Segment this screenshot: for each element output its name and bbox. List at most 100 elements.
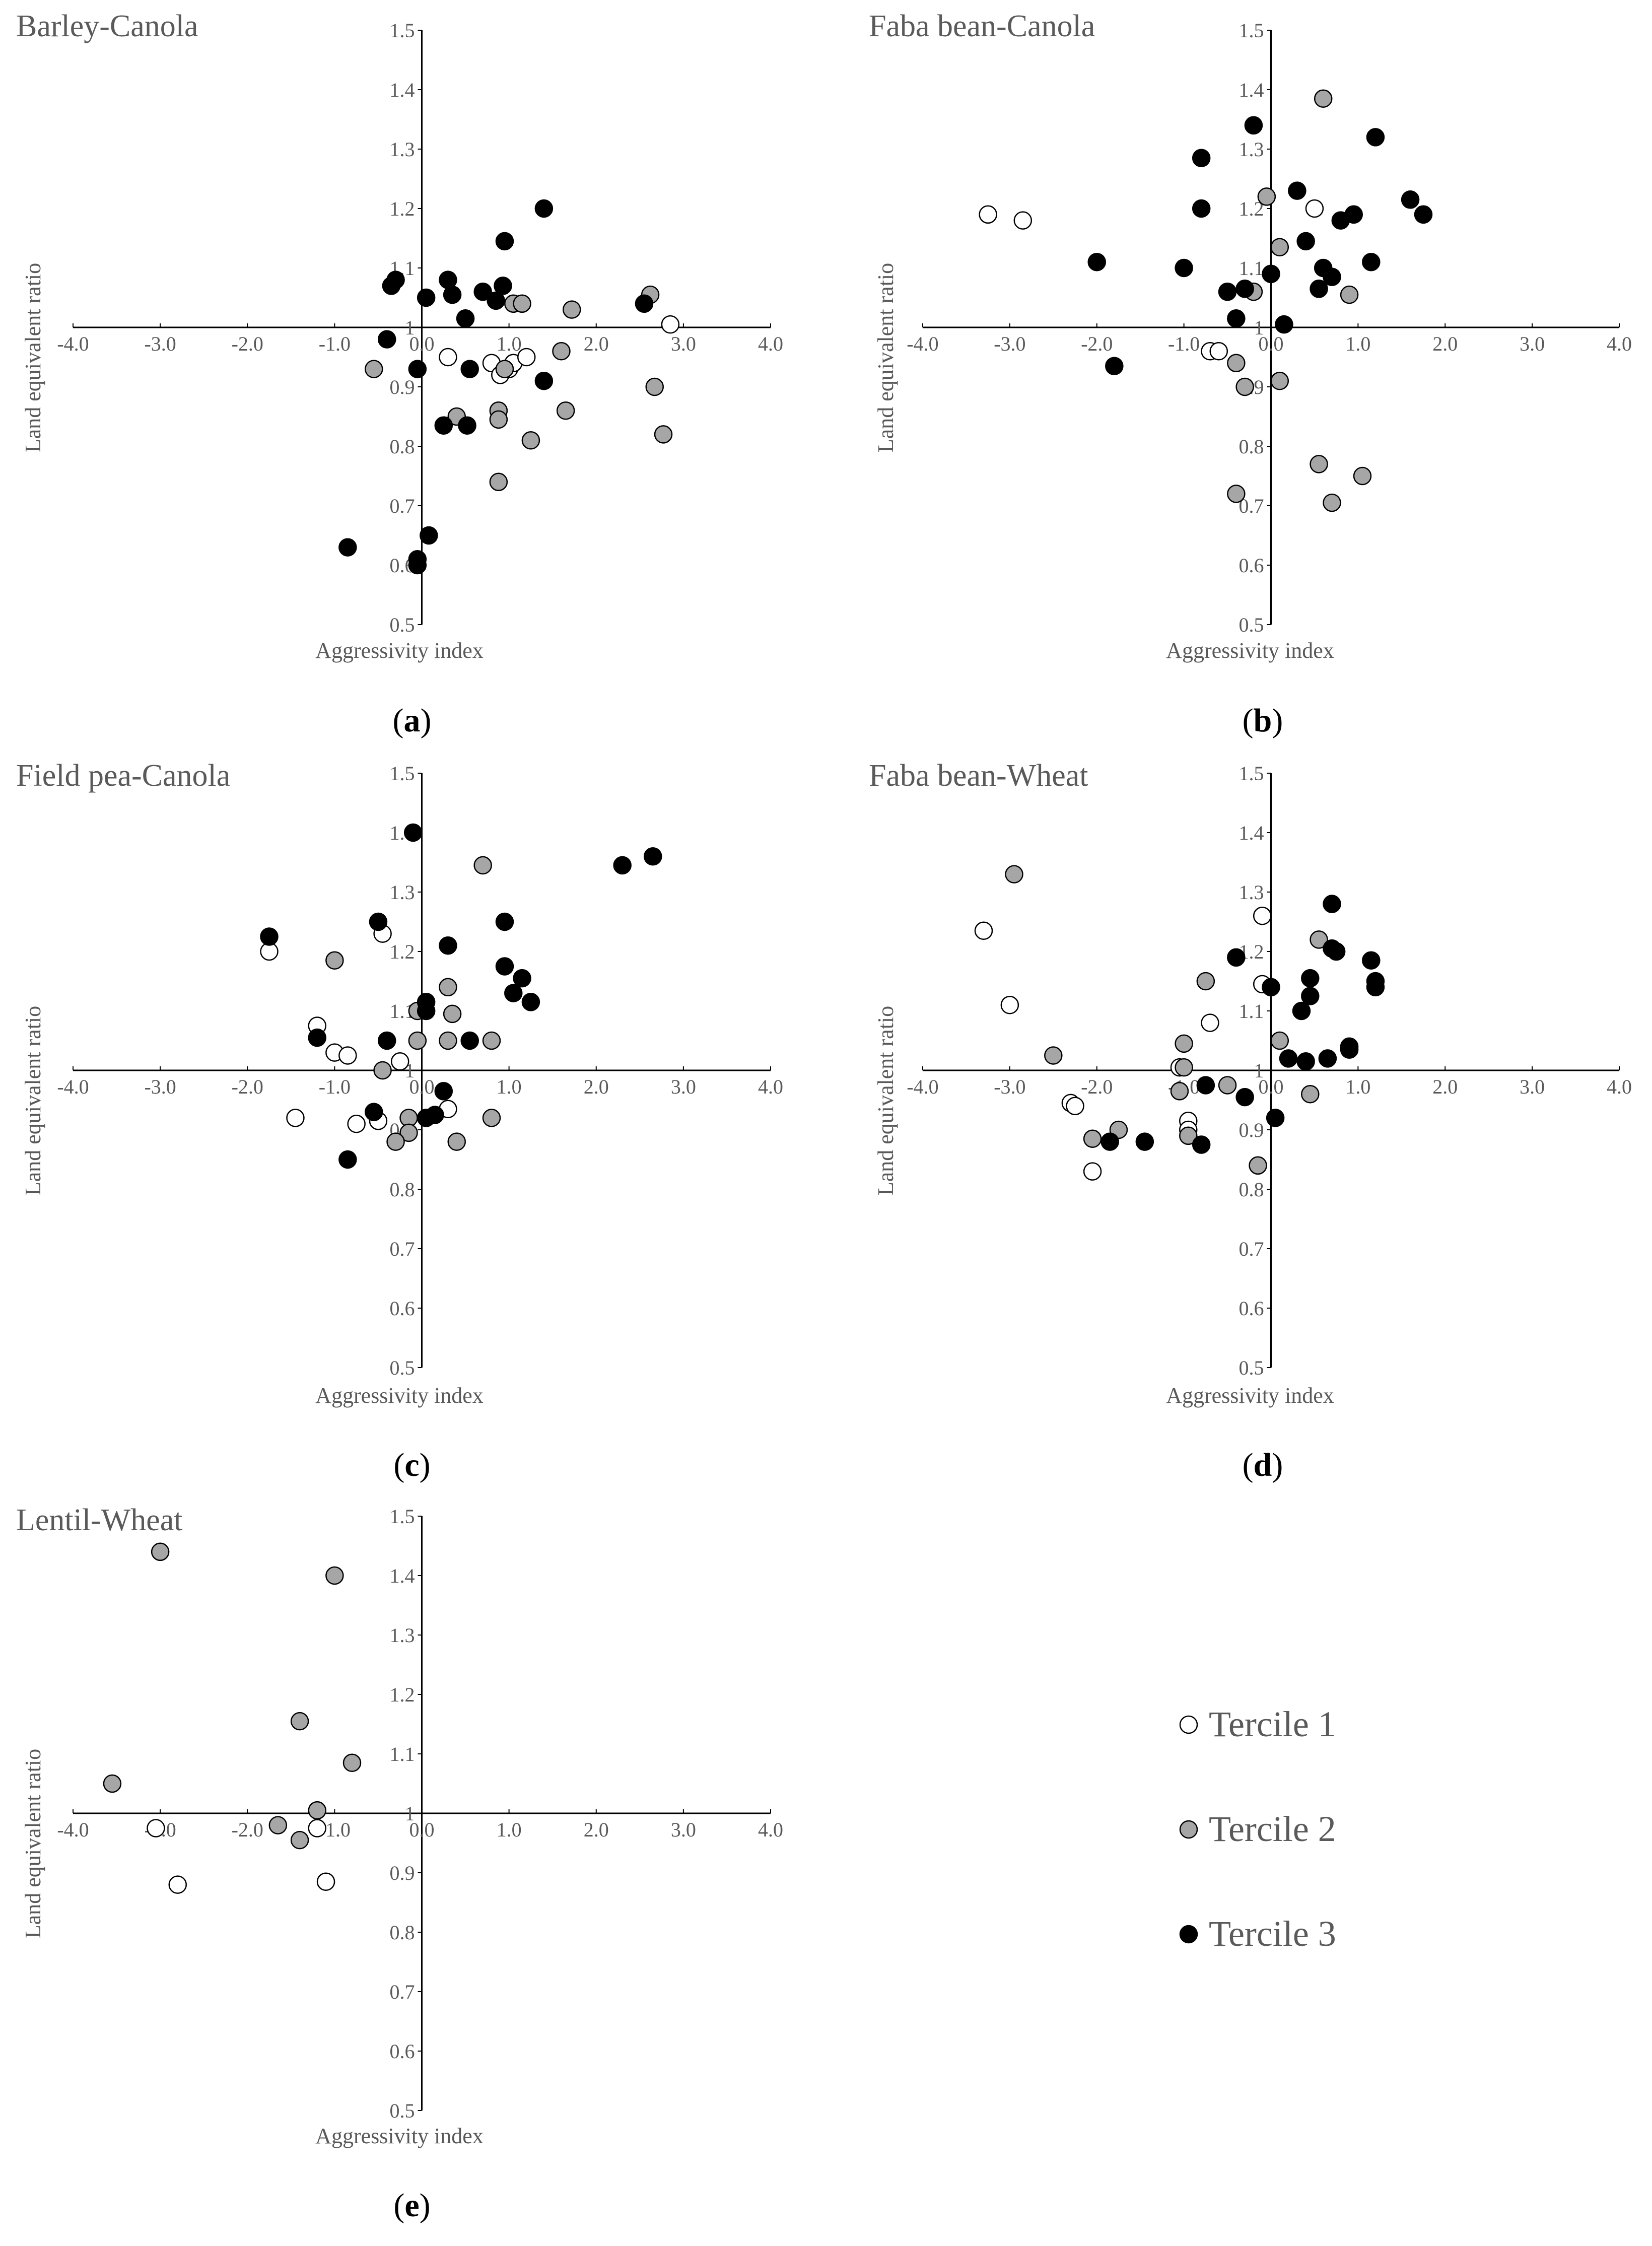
point-tercile-1: [439, 348, 457, 367]
x-tick-label: 1.0: [497, 1818, 522, 1841]
point-tercile-3: [456, 309, 475, 328]
point-tercile-2: [1179, 1126, 1198, 1145]
point-tercile-3: [487, 291, 505, 310]
point-tercile-3: [443, 285, 462, 304]
point-tercile-3: [458, 416, 476, 435]
point-tercile-3: [1235, 1087, 1254, 1107]
point-tercile-2: [1170, 1082, 1189, 1101]
y-tick-label: 1.2: [390, 940, 415, 963]
y-tick-label: 1.4: [1239, 79, 1264, 101]
x-tick-label: -4.0: [907, 332, 938, 355]
point-tercile-3: [1401, 190, 1420, 209]
x-tick-label: 0.0: [1259, 1075, 1284, 1098]
point-tercile-2: [1314, 89, 1333, 108]
point-tercile-3: [1087, 252, 1106, 271]
point-tercile-3: [1310, 280, 1328, 298]
panel-b-caption: (b): [1243, 702, 1283, 739]
panel-c-xlabel: Aggressivity index: [315, 1383, 484, 1408]
point-tercile-2: [1310, 455, 1328, 473]
point-tercile-2: [1218, 1076, 1237, 1095]
x-tick-label: -4.0: [57, 1075, 89, 1098]
point-tercile-2: [513, 294, 531, 313]
y-tick-label: 0.9: [390, 376, 415, 398]
point-tercile-2: [290, 1830, 309, 1850]
point-tercile-2: [399, 1123, 418, 1142]
x-tick-label: 4.0: [1607, 1075, 1632, 1098]
x-tick-label: 3.0: [671, 1818, 696, 1841]
panel-a-ylabel: Land equivalent ratio: [21, 263, 45, 452]
x-tick-label: -4.0: [907, 1075, 938, 1098]
panel-c-caption-letter: c: [404, 1447, 419, 1483]
y-tick-label: 1.3: [1239, 881, 1264, 904]
legend: Tercile 1 Tercile 2 Tercile 3: [1179, 1704, 1336, 1954]
point-tercile-3: [308, 1028, 326, 1047]
point-tercile-3: [417, 288, 436, 307]
point-tercile-1: [286, 1109, 305, 1127]
point-tercile-3: [260, 927, 279, 946]
y-tick-label: 0.7: [390, 1238, 415, 1260]
x-tick-label: -1.0: [319, 332, 351, 355]
point-tercile-2: [1270, 371, 1289, 390]
y-tick-label: 0.5: [1239, 614, 1264, 636]
x-tick-label: 3.0: [1520, 332, 1545, 355]
point-tercile-2: [645, 377, 664, 396]
y-tick-label: 0.7: [390, 1981, 415, 2003]
point-tercile-3: [417, 1109, 436, 1127]
panel-d: Faba bean-Wheat -4.0-3.0-2.0-1.00.01.02.…: [869, 759, 1632, 1483]
legend-label-tercile-3: Tercile 3: [1209, 1914, 1336, 1954]
point-tercile-3: [408, 556, 427, 575]
point-tercile-3: [1275, 315, 1293, 334]
y-tick-label: 0.8: [1239, 1178, 1264, 1201]
x-tick-label: -1.0: [1168, 332, 1200, 355]
point-tercile-2: [1235, 377, 1254, 396]
point-tercile-1: [1066, 1097, 1084, 1116]
y-tick-label: 0.5: [390, 614, 415, 636]
point-tercile-3: [1192, 149, 1211, 167]
point-tercile-3: [1323, 895, 1341, 913]
y-tick-label: 0.9: [1239, 1119, 1264, 1141]
point-tercile-2: [556, 401, 575, 420]
panel-e-caption: (e): [393, 2187, 430, 2224]
point-tercile-3: [1227, 309, 1246, 328]
point-tercile-2: [103, 1774, 122, 1793]
point-tercile-2: [1340, 285, 1359, 304]
point-tercile-1: [347, 1114, 366, 1133]
y-tick-label: 0.8: [390, 435, 415, 458]
point-tercile-3: [1414, 205, 1433, 224]
point-tercile-3: [1296, 232, 1315, 251]
x-tick-label: 4.0: [1607, 332, 1632, 355]
point-tercile-1: [308, 1819, 326, 1837]
point-tercile-3: [1362, 252, 1381, 271]
point-tercile-1: [979, 205, 997, 224]
x-tick-label: -2.0: [1081, 332, 1113, 355]
point-tercile-2: [1301, 1084, 1320, 1104]
point-tercile-2: [473, 856, 492, 875]
point-tercile-3: [495, 232, 514, 251]
panel-a-caption: (a): [393, 702, 432, 739]
point-tercile-2: [1196, 972, 1215, 991]
panel-d-caption: (d): [1243, 1447, 1283, 1483]
point-tercile-2: [1175, 1058, 1193, 1077]
y-tick-label: 0.6: [390, 1297, 415, 1320]
point-tercile-2: [373, 1061, 392, 1080]
point-tercile-2: [489, 410, 508, 429]
point-tercile-1: [147, 1819, 165, 1837]
point-tercile-1: [338, 1046, 357, 1065]
x-tick-label: 2.0: [584, 1818, 609, 1841]
point-tercile-2: [386, 1132, 405, 1151]
panel-b-caption-letter: b: [1254, 702, 1272, 739]
point-tercile-2: [151, 1542, 170, 1561]
y-tick-label: 1.5: [390, 1505, 415, 1528]
point-tercile-2: [308, 1801, 326, 1820]
point-tercile-3: [1366, 128, 1385, 147]
x-tick-label: 3.0: [671, 332, 696, 355]
y-tick-label: 1.3: [1239, 138, 1264, 161]
point-tercile-3: [386, 270, 405, 289]
x-tick-label: 0.0: [409, 332, 435, 355]
point-tercile-3: [644, 847, 662, 866]
panel-e-xlabel: Aggressivity index: [315, 2124, 484, 2148]
point-tercile-3: [1331, 211, 1350, 230]
x-tick-label: -3.0: [144, 332, 176, 355]
panel-e-title: Lentil-Wheat: [16, 1503, 183, 1537]
panel-b-xlabel: Aggressivity index: [1166, 638, 1334, 663]
